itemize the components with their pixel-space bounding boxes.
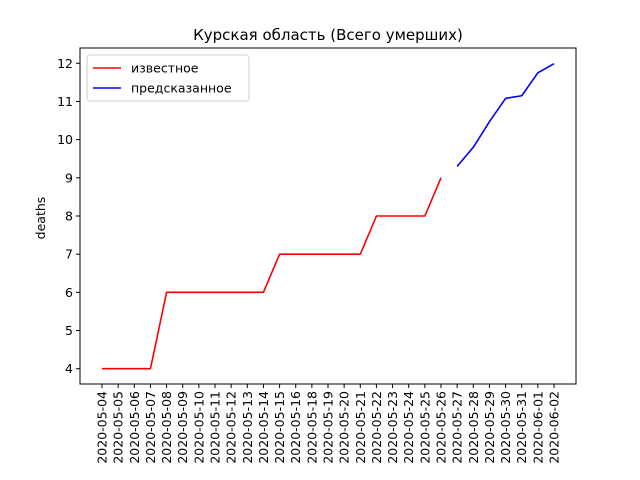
x-tick-label: 2020-05-05 — [111, 391, 126, 464]
chart-title: Курская область (Всего умерших) — [193, 26, 463, 44]
legend-label-1: известное — [131, 61, 199, 76]
y-tick-label: 12 — [57, 56, 73, 71]
x-tick-label: 2020-06-01 — [530, 391, 545, 464]
x-tick-label: 2020-05-10 — [191, 391, 206, 464]
x-tick-label: 2020-05-24 — [401, 391, 416, 464]
series-line-1 — [102, 177, 442, 370]
x-tick-label: 2020-05-21 — [353, 391, 368, 464]
x-tick-label: 2020-05-09 — [175, 391, 190, 464]
x-tick-label: 2020-05-07 — [143, 391, 158, 464]
x-tick-label: 2020-05-06 — [127, 391, 142, 464]
x-tick-label: 2020-05-23 — [385, 391, 400, 464]
x-tick-label: 2020-05-31 — [514, 391, 529, 464]
y-tick-label: 10 — [57, 132, 73, 147]
x-tick-label: 2020-05-16 — [288, 391, 303, 464]
legend-box — [86, 54, 250, 102]
x-tick-label: 2020-05-27 — [450, 391, 465, 464]
x-tick-label: 2020-05-12 — [224, 391, 239, 464]
y-tick-label: 7 — [65, 247, 73, 262]
series-line-2 — [456, 62, 555, 167]
x-tick-label: 2020-05-22 — [369, 391, 384, 464]
y-tick-label: 4 — [65, 361, 73, 376]
x-tick-label: 2020-05-15 — [272, 391, 287, 464]
x-tick-label: 2020-05-20 — [337, 391, 352, 464]
x-tick-label: 2020-05-29 — [482, 391, 497, 464]
x-tick-label: 2020-05-11 — [208, 391, 223, 464]
x-tick-label: 2020-05-19 — [321, 391, 336, 464]
x-tick-label: 2020-05-18 — [304, 391, 319, 464]
y-tick-label: 5 — [65, 323, 73, 338]
x-tick-label: 2020-05-26 — [434, 391, 449, 464]
x-tick-label: 2020-05-04 — [95, 391, 110, 464]
x-tick-label: 2020-05-14 — [256, 391, 271, 464]
x-tick-label: 2020-05-25 — [417, 391, 432, 464]
y-tick-label: 9 — [65, 170, 73, 185]
x-tick-label: 2020-05-30 — [498, 391, 513, 464]
y-tick-label: 8 — [65, 209, 73, 224]
x-tick-label: 2020-05-08 — [159, 391, 174, 464]
x-tick-label: 2020-06-02 — [547, 391, 562, 464]
y-tick-label: 11 — [57, 94, 73, 109]
y-axis-label: deaths — [33, 197, 48, 240]
x-tick-label: 2020-05-13 — [240, 391, 255, 464]
legend: известное предсказанное — [86, 54, 250, 102]
legend-label-2: предсказанное — [131, 81, 232, 96]
y-tick-label: 6 — [65, 285, 73, 300]
x-tick-label: 2020-05-28 — [466, 391, 481, 464]
